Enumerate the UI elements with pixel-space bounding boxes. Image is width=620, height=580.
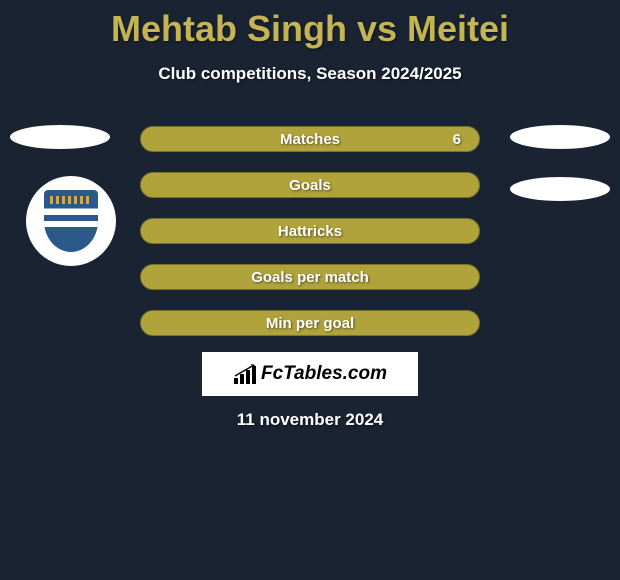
player-right-placeholder-1	[510, 125, 610, 149]
stat-bar-min-per-goal: Min per goal	[140, 310, 480, 336]
stats-container: Matches 6 Goals Hattricks Goals per matc…	[140, 126, 480, 356]
stat-value: 6	[453, 131, 461, 148]
page-subtitle: Club competitions, Season 2024/2025	[0, 64, 620, 84]
stat-label: Matches	[280, 131, 340, 148]
stat-bar-goals-per-match: Goals per match	[140, 264, 480, 290]
brand-text: FcTables.com	[261, 363, 387, 385]
club-badge-icon	[44, 190, 98, 252]
brand-attribution[interactable]: FcTables.com	[202, 352, 418, 396]
stat-bar-hattricks: Hattricks	[140, 218, 480, 244]
stat-bar-goals: Goals	[140, 172, 480, 198]
page-title: Mehtab Singh vs Meitei	[0, 0, 620, 50]
date-text: 11 november 2024	[0, 410, 620, 430]
stat-label: Hattricks	[278, 223, 342, 240]
stat-label: Goals	[289, 177, 331, 194]
bar-chart-icon	[233, 364, 257, 384]
player-right-placeholder-2	[510, 177, 610, 201]
stat-label: Min per goal	[266, 315, 354, 332]
club-badge	[26, 176, 116, 266]
stat-label: Goals per match	[251, 269, 369, 286]
player-left-placeholder	[10, 125, 110, 149]
stat-bar-matches: Matches 6	[140, 126, 480, 152]
